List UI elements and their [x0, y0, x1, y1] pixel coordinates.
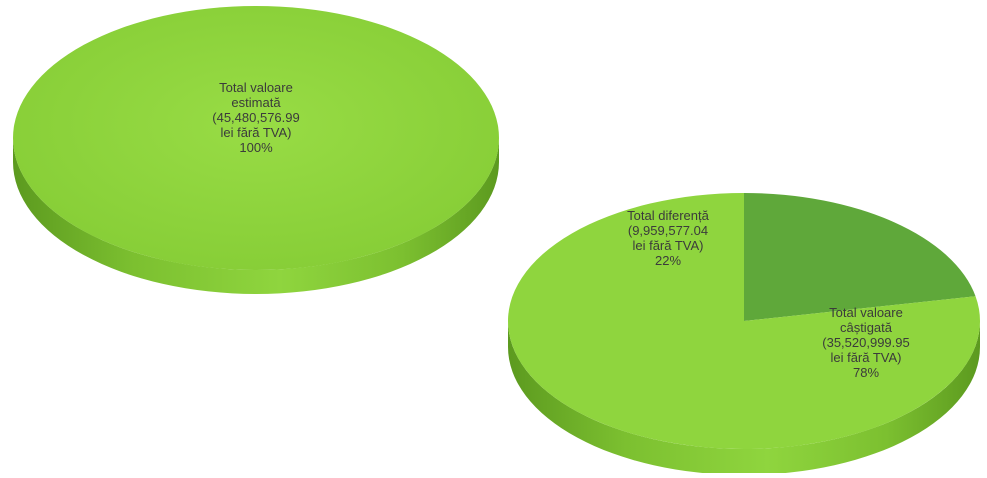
- pie-data-label-line: lei fără TVA): [220, 125, 291, 140]
- pie-data-label-line: lei fără TVA): [632, 238, 703, 253]
- pie-data-label-line: Total valoare: [219, 80, 293, 95]
- pie-side: [13, 138, 499, 294]
- pie-side: [508, 321, 980, 475]
- pie-data-label: Total valoare estimată (45,480,576.99 lei f…: [212, 80, 299, 155]
- pie-data-label-line: lei fără TVA): [830, 350, 901, 365]
- pie-slice: [13, 6, 499, 270]
- pie-data-label-line: Total valoare: [829, 305, 903, 320]
- pie-chart-1: Total valoare estimată (45,480,576.99 lei f…: [13, 6, 499, 294]
- pie-data-label: Total diferență (9,959,577.04 lei fără TVA…: [627, 208, 709, 268]
- pie-data-label: Total valoare câștigată (35,520,999.95 lei …: [822, 305, 909, 380]
- pie-slice: [508, 193, 981, 449]
- pie-data-label-line: (9,959,577.04: [628, 223, 708, 238]
- pie-data-label-line: 22%: [655, 253, 681, 268]
- pie-data-label-line: (45,480,576.99: [212, 110, 299, 125]
- pie-data-label-line: estimată: [231, 95, 281, 110]
- pie-slice: [744, 193, 976, 321]
- pie-data-label-line: 78%: [853, 365, 879, 380]
- pie-data-label-line: Total diferență: [627, 208, 709, 223]
- pie-data-label-line: câștigată: [840, 320, 893, 335]
- pie-data-label-line: (35,520,999.95: [822, 335, 909, 350]
- pie-chart-2: Total diferență (9,959,577.04 lei fără TVA…: [508, 193, 981, 475]
- pie-data-label-line: 100%: [239, 140, 273, 155]
